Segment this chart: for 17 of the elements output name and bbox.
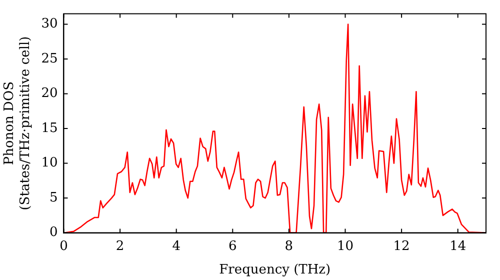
x-tick-label: 2 [116,238,124,254]
y-tick-label: 0 [49,225,58,240]
y-axis-title: Phonon DOS (States/THz·primitive cell) [2,36,33,210]
x-tick-label: 14 [450,238,466,254]
y-tick-label: 30 [41,16,58,32]
y-tick-label: 20 [41,86,58,102]
y-tick-label: 10 [41,156,58,171]
y-tick-label: 5 [49,190,58,206]
x-tick-label: 12 [393,238,410,254]
x-tick-label: 10 [336,238,354,254]
x-tick-label: 4 [172,238,180,254]
x-tick-label: 8 [284,238,294,254]
x-tick-label: 0 [60,238,68,254]
x-tick-label: 6 [228,238,237,254]
x-axis-title: Frequency (THz) [219,262,331,278]
y-tick-label: 15 [41,120,58,136]
y-tick-label: 25 [41,51,58,66]
